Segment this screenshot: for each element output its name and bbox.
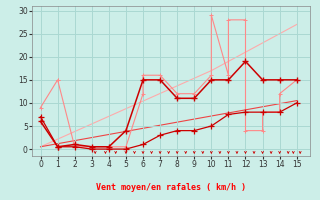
X-axis label: Vent moyen/en rafales ( km/h ): Vent moyen/en rafales ( km/h ): [96, 183, 246, 192]
